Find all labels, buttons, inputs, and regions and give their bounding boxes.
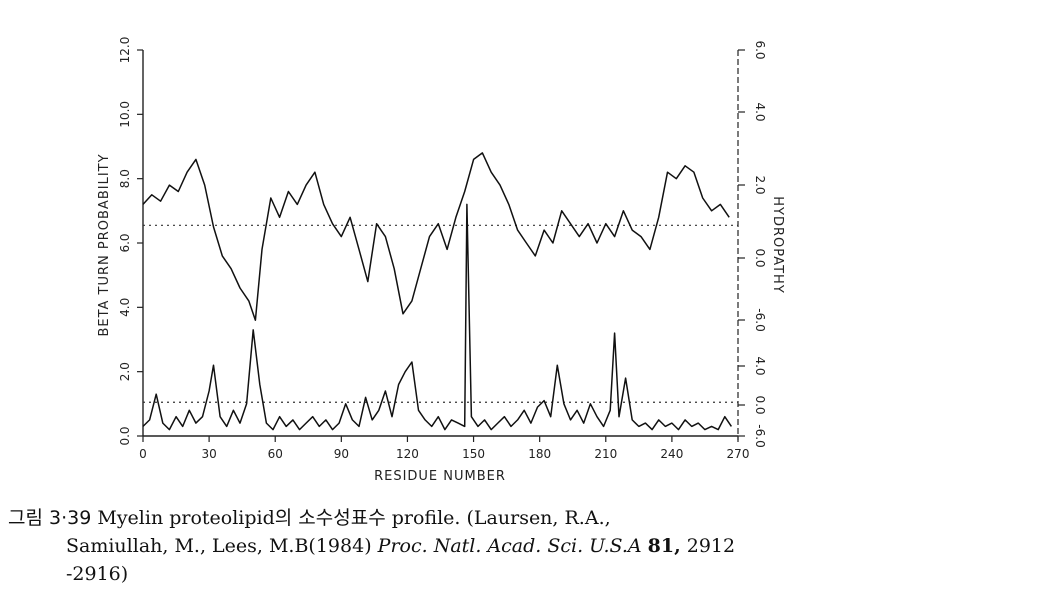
x-tick-label: 240 [660, 447, 683, 461]
right-tick-label: 0.0 [753, 248, 767, 267]
figure-number: 그림 3·39 [8, 507, 92, 529]
right-tick-label: 0.0 [753, 395, 767, 414]
x-tick-label: 270 [727, 447, 750, 461]
beta-turn-series [142, 152, 730, 321]
y-tick-label: 8.0 [118, 169, 132, 188]
caption-ref-authors-1: (Laursen, R.A., [466, 507, 611, 529]
right-tick-label: -6.0 [753, 308, 767, 331]
x-axis-ticks: 0 30 60 90 120 150 180 210 240 270 [139, 436, 749, 461]
y-tick-label: 12.0 [118, 37, 132, 64]
x-axis-title: RESIDUE NUMBER [374, 469, 506, 484]
beta-turn-chart: 0 30 60 90 120 150 180 210 240 270 0.0 2.0 4.0 6.0 8.… [97, 37, 785, 484]
figure-title: Myelin proteolipid의 소수성표수 profile. [97, 507, 461, 529]
right-tick-label: 2.0 [753, 175, 767, 194]
right-axis-ticks: 6.0 4.0 2.0 0.0 -6.0 -6.0 0.0 4.0 [738, 40, 767, 448]
y-tick-label: 10.0 [118, 101, 132, 128]
figure-caption: 그림 3·39 Myelin proteolipid의 소수성표수 profil… [8, 504, 1028, 588]
right-tick-label: 4.0 [753, 102, 767, 121]
y-tick-label: 0.0 [118, 426, 132, 445]
caption-pages-2: -2916) [66, 563, 129, 585]
plot-frame [142, 50, 739, 440]
y-tick-label: 6.0 [118, 233, 132, 252]
right-tick-label: 6.0 [753, 40, 767, 59]
caption-volume: 81, [647, 535, 681, 557]
x-tick-label: 150 [462, 447, 485, 461]
right-axis-title: HYDROPATHY [770, 196, 785, 294]
x-tick-label: 180 [528, 447, 551, 461]
x-tick-label: 210 [594, 447, 617, 461]
y-axis-title: BETA TURN PROBABILITY [97, 153, 112, 336]
right-tick-label: 4.0 [753, 356, 767, 375]
reference-lines [143, 224, 738, 403]
x-tick-label: 90 [334, 447, 349, 461]
y-tick-label: 4.0 [118, 298, 132, 317]
hydropathy-series [142, 203, 733, 431]
caption-ref-authors-2: Samiullah, M., Lees, M.B(1984) [66, 535, 372, 557]
x-tick-label: 120 [396, 447, 419, 461]
series-layer [142, 152, 733, 431]
x-tick-label: 30 [201, 447, 216, 461]
x-tick-label: 0 [139, 447, 147, 461]
right-tick-label: -6.0 [753, 424, 767, 447]
y-axis-ticks: 0.0 2.0 4.0 6.0 8.0 10.0 12.0 [118, 37, 143, 446]
x-tick-label: 60 [268, 447, 283, 461]
caption-ref-line-2: Samiullah, M., Lees, M.B(1984) Proc. Nat… [8, 532, 1028, 560]
y-tick-label: 2.0 [118, 362, 132, 381]
caption-journal: Proc. Natl. Acad. Sci. U.S.A [377, 535, 642, 557]
caption-pages-1: 2912 [686, 535, 736, 557]
